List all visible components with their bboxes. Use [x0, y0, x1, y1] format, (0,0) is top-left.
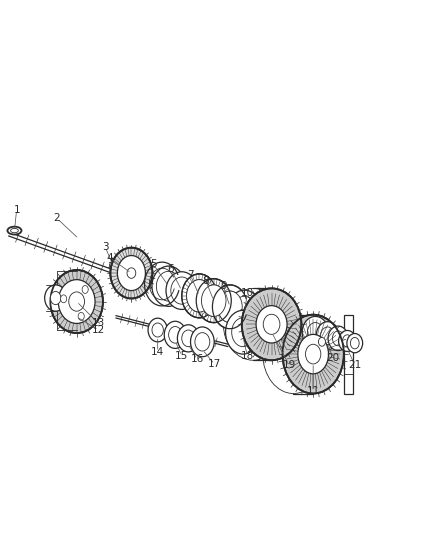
Ellipse shape	[350, 337, 359, 349]
Ellipse shape	[339, 330, 356, 351]
Ellipse shape	[148, 318, 167, 342]
Text: 17: 17	[208, 359, 221, 369]
Ellipse shape	[58, 280, 95, 324]
Ellipse shape	[7, 227, 21, 235]
Ellipse shape	[343, 335, 352, 347]
Text: 14: 14	[151, 347, 164, 357]
Ellipse shape	[187, 280, 212, 312]
Ellipse shape	[283, 314, 344, 393]
Text: 6: 6	[167, 264, 174, 274]
Ellipse shape	[196, 279, 231, 322]
Ellipse shape	[328, 326, 348, 351]
Ellipse shape	[171, 277, 193, 304]
Ellipse shape	[182, 274, 217, 318]
Ellipse shape	[82, 286, 88, 293]
Ellipse shape	[169, 327, 182, 343]
Ellipse shape	[212, 285, 247, 329]
Text: 18: 18	[241, 351, 254, 361]
Ellipse shape	[302, 317, 328, 348]
Ellipse shape	[201, 285, 226, 317]
Text: 4: 4	[106, 253, 113, 263]
Ellipse shape	[45, 285, 67, 311]
Text: 3: 3	[102, 242, 109, 252]
Ellipse shape	[164, 321, 186, 349]
Text: 16: 16	[191, 354, 204, 365]
Ellipse shape	[177, 325, 199, 352]
Ellipse shape	[227, 290, 262, 334]
Ellipse shape	[223, 288, 283, 360]
Ellipse shape	[196, 279, 231, 322]
Ellipse shape	[232, 296, 257, 328]
Ellipse shape	[117, 255, 145, 290]
Ellipse shape	[50, 292, 61, 304]
Ellipse shape	[152, 323, 163, 337]
Ellipse shape	[321, 327, 335, 344]
FancyBboxPatch shape	[344, 314, 353, 393]
Ellipse shape	[110, 261, 117, 270]
Ellipse shape	[318, 337, 325, 346]
Text: 21: 21	[348, 360, 361, 370]
Ellipse shape	[195, 333, 210, 351]
Ellipse shape	[218, 291, 242, 322]
Ellipse shape	[156, 271, 181, 301]
Ellipse shape	[78, 312, 84, 320]
Ellipse shape	[316, 322, 339, 350]
Ellipse shape	[50, 270, 103, 333]
Ellipse shape	[11, 229, 18, 233]
Ellipse shape	[226, 310, 261, 354]
Text: 15: 15	[175, 351, 188, 361]
Text: 19: 19	[283, 360, 296, 370]
Ellipse shape	[307, 322, 323, 342]
Ellipse shape	[201, 285, 226, 317]
Ellipse shape	[182, 330, 195, 346]
Text: 1: 1	[13, 205, 20, 215]
Ellipse shape	[332, 331, 344, 346]
Text: 5: 5	[150, 260, 157, 269]
Ellipse shape	[127, 268, 136, 278]
Ellipse shape	[187, 280, 212, 312]
Ellipse shape	[182, 274, 217, 318]
Ellipse shape	[256, 305, 287, 343]
Text: 2: 2	[53, 213, 60, 223]
Ellipse shape	[152, 266, 185, 306]
Ellipse shape	[218, 291, 242, 322]
Text: 20: 20	[326, 353, 339, 364]
Text: 10: 10	[241, 288, 254, 298]
Ellipse shape	[347, 334, 363, 353]
Ellipse shape	[232, 318, 254, 346]
Ellipse shape	[298, 334, 328, 374]
Ellipse shape	[60, 295, 67, 303]
Text: 13: 13	[92, 318, 105, 328]
Text: 7: 7	[187, 270, 194, 280]
Ellipse shape	[263, 314, 324, 393]
Text: 8: 8	[202, 276, 209, 286]
Ellipse shape	[263, 314, 280, 334]
Ellipse shape	[166, 272, 198, 310]
Text: 12: 12	[92, 325, 105, 335]
Text: 11: 11	[307, 386, 320, 397]
Text: 9: 9	[220, 281, 227, 291]
Ellipse shape	[191, 327, 214, 357]
Ellipse shape	[69, 292, 85, 311]
Ellipse shape	[110, 248, 152, 298]
Ellipse shape	[305, 344, 321, 364]
Ellipse shape	[242, 288, 301, 360]
